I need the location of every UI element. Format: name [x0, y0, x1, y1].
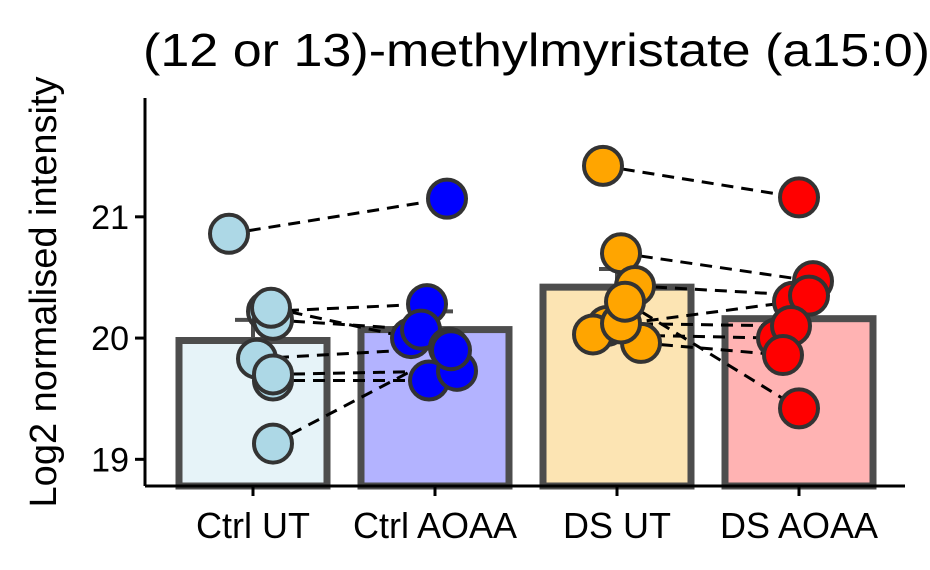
y-axis-label: Log2 normalised intensity: [23, 77, 65, 508]
y-tick-label: 21: [91, 199, 129, 237]
paired-line: [228, 197, 448, 236]
x-tick-label: Ctrl AOAA: [353, 505, 517, 546]
paired-line: [266, 302, 428, 313]
paired-line: [640, 341, 784, 357]
data-point-ds-ut: [582, 144, 624, 187]
axes-layer: [143, 98, 905, 488]
data-point-ctrl-ut: [252, 422, 294, 465]
paired-line: [624, 300, 800, 410]
paired-line: [620, 251, 814, 283]
points-layer: [208, 144, 834, 465]
data-point-ds-ut: [604, 280, 646, 323]
data-point-ctrl-aoaa: [430, 329, 472, 372]
data-point-ctrl-ut: [250, 286, 292, 329]
data-point-ctrl-ut: [252, 353, 294, 396]
paired-line: [270, 306, 412, 340]
y-ticks-layer: 19 20 21: [91, 199, 145, 479]
y-tick-label: 19: [91, 441, 129, 479]
paired-line: [602, 164, 800, 199]
x-tick-label: Ctrl UT: [196, 505, 310, 546]
data-point-ds-aoaa: [778, 176, 820, 219]
paired-line: [272, 369, 458, 376]
data-point-ctrl-aoaa: [426, 177, 468, 220]
data-point-ds-aoaa: [788, 274, 830, 317]
x-tick-label: DS AOAA: [720, 505, 878, 546]
x-tick-label: DS UT: [563, 505, 671, 546]
chart-title: (12 or 13)-methylmyristate (a15:0): [143, 24, 930, 76]
x-ticks-layer: Ctrl UT Ctrl AOAA DS UT DS AOAA: [196, 486, 878, 546]
data-point-ds-aoaa: [762, 334, 804, 377]
data-point-ds-aoaa: [778, 387, 820, 430]
y-tick-label: 20: [91, 320, 129, 358]
data-point-ctrl-ut: [208, 212, 250, 255]
